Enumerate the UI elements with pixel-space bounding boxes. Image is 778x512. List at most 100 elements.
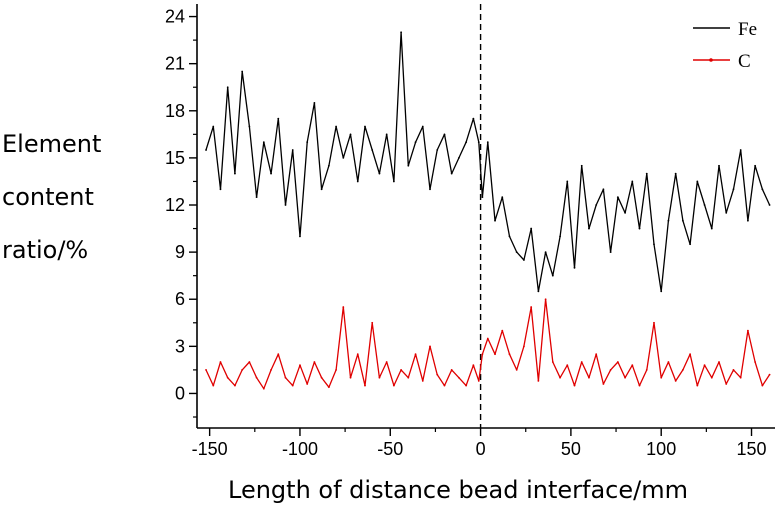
data-point-fe bbox=[472, 117, 475, 120]
data-point-fe bbox=[761, 188, 764, 191]
data-point-fe bbox=[754, 164, 757, 167]
data-point-fe bbox=[537, 290, 540, 293]
data-point-fe bbox=[739, 149, 742, 151]
data-point-fe bbox=[638, 227, 641, 230]
data-point-c bbox=[508, 353, 511, 356]
data-point-c bbox=[674, 379, 677, 382]
data-point-c bbox=[234, 384, 236, 387]
data-point-fe bbox=[327, 164, 330, 167]
data-point-fe bbox=[551, 274, 554, 277]
data-point-c bbox=[477, 379, 480, 382]
data-point-c bbox=[761, 384, 764, 387]
x-tick-label: 150 bbox=[736, 439, 766, 459]
data-point-c bbox=[443, 384, 446, 387]
data-point-c bbox=[515, 368, 518, 371]
data-point-c bbox=[595, 353, 598, 356]
data-point-c bbox=[559, 376, 561, 379]
data-point-c bbox=[689, 353, 692, 356]
data-point-c bbox=[226, 376, 229, 379]
data-point-c bbox=[255, 376, 258, 379]
data-point-c bbox=[465, 384, 468, 387]
y-tick-label: 21 bbox=[165, 54, 185, 74]
data-point-fe bbox=[241, 70, 244, 73]
data-point-fe bbox=[219, 188, 222, 191]
data-point-fe bbox=[732, 188, 735, 191]
data-point-fe bbox=[667, 219, 670, 222]
data-point-c bbox=[754, 361, 757, 363]
data-point-fe bbox=[342, 156, 345, 159]
data-point-c bbox=[248, 361, 251, 363]
legend: Fe C bbox=[693, 19, 757, 72]
x-tick-label: -50 bbox=[377, 439, 403, 459]
data-point-fe bbox=[530, 227, 533, 230]
series-layer bbox=[205, 31, 771, 390]
data-point-fe bbox=[414, 141, 417, 144]
y-tick-label: 6 bbox=[175, 289, 185, 309]
data-point-c bbox=[205, 368, 207, 371]
data-point-c bbox=[241, 368, 244, 371]
y-tick-label: 24 bbox=[165, 7, 185, 27]
data-point-fe bbox=[255, 196, 258, 199]
data-point-fe bbox=[306, 141, 309, 144]
data-point-fe bbox=[378, 172, 381, 175]
y-tick-label: 12 bbox=[165, 195, 185, 215]
data-point-c bbox=[320, 376, 323, 379]
data-point-c bbox=[450, 368, 453, 371]
legend-label-fe: Fe bbox=[738, 19, 757, 40]
data-point-fe bbox=[205, 149, 207, 151]
data-point-c bbox=[645, 368, 648, 371]
data-point-fe bbox=[494, 219, 496, 222]
data-point-c bbox=[436, 373, 439, 376]
data-point-c bbox=[481, 353, 484, 356]
data-point-c bbox=[551, 361, 554, 363]
data-point-c bbox=[385, 361, 388, 363]
data-point-c bbox=[580, 361, 583, 363]
data-point-fe bbox=[262, 141, 265, 144]
data-point-fe bbox=[284, 204, 287, 206]
data-point-c bbox=[739, 376, 742, 379]
data-point-fe bbox=[595, 204, 598, 206]
data-point-c bbox=[270, 368, 272, 371]
data-point-fe bbox=[291, 149, 294, 151]
data-point-fe bbox=[385, 133, 388, 136]
data-point-c bbox=[747, 329, 749, 332]
y-tick-label: 15 bbox=[165, 148, 185, 168]
data-point-c bbox=[710, 376, 713, 379]
data-point-fe bbox=[580, 164, 583, 167]
data-point-fe bbox=[660, 290, 663, 293]
data-point-c bbox=[306, 383, 309, 385]
data-point-c bbox=[544, 298, 547, 301]
data-point-fe bbox=[588, 227, 590, 230]
x-tick-label: 50 bbox=[561, 439, 581, 459]
y-tick-label: 18 bbox=[165, 101, 185, 121]
data-point-c bbox=[262, 387, 265, 390]
data-point-c bbox=[400, 368, 403, 371]
data-point-fe bbox=[616, 196, 619, 199]
data-point-fe bbox=[710, 227, 713, 230]
data-point-fe bbox=[421, 125, 424, 128]
data-point-c bbox=[378, 376, 381, 379]
data-point-fe bbox=[602, 188, 605, 191]
data-point-c bbox=[414, 353, 417, 356]
data-point-fe bbox=[299, 235, 301, 238]
data-point-c bbox=[681, 368, 684, 371]
data-point-c bbox=[631, 364, 634, 367]
data-point-c bbox=[407, 376, 410, 379]
data-point-fe bbox=[559, 235, 561, 238]
data-point-c bbox=[602, 383, 605, 385]
data-point-fe bbox=[481, 196, 484, 199]
data-point-c bbox=[327, 386, 330, 389]
data-point-c bbox=[667, 361, 670, 363]
data-point-fe bbox=[320, 188, 323, 191]
data-point-c bbox=[573, 384, 576, 387]
data-point-c bbox=[624, 376, 626, 379]
legend-marker-c bbox=[709, 58, 713, 62]
y-tick-label: 0 bbox=[175, 383, 185, 403]
x-tick-label: 100 bbox=[646, 439, 676, 459]
data-point-c bbox=[429, 345, 431, 348]
data-point-c bbox=[277, 353, 280, 356]
series-line-fe bbox=[205, 31, 771, 293]
data-point-fe bbox=[450, 172, 453, 175]
data-point-c bbox=[653, 321, 655, 324]
